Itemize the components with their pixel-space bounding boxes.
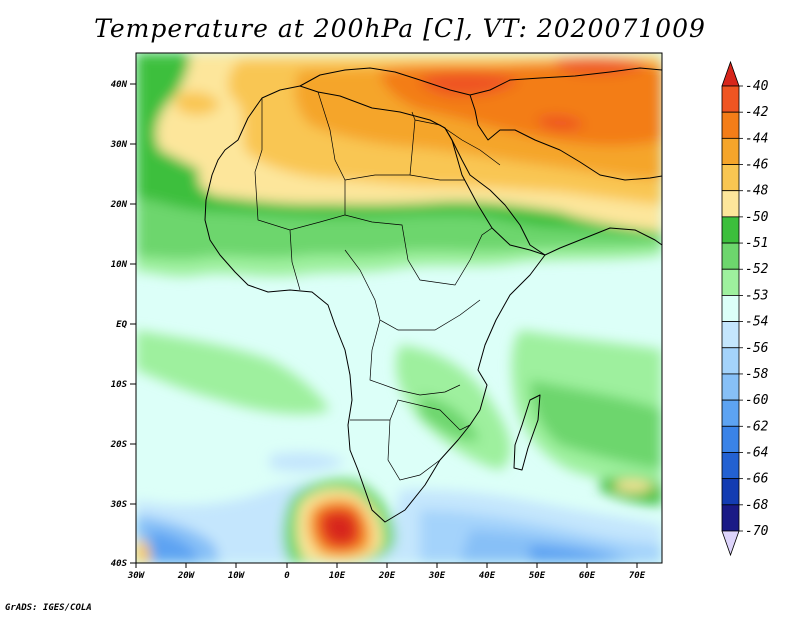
lon-label-70e: 70E [629,571,646,581]
lon-label-50e: 50E [529,571,546,581]
colorbar-swatch [721,452,740,480]
lon-label-20w: 20W [177,571,196,581]
arabia-coastline [444,127,662,256]
colorbar-label: -40 [745,79,769,94]
colorbar-bottom-arrow [721,530,740,557]
field-spot-southeast [615,479,655,492]
lat-label-eq: EQ [116,320,127,330]
colorbar-label: -64 [745,445,768,460]
colorbar-swatch [721,111,740,139]
colorbar-swatch [721,347,740,375]
colorbar-label: -42 [745,105,769,120]
field-band-56-mid [270,452,345,472]
coastlines [204,67,662,523]
latitude-axis: 40N 30N 20N 10N EQ 10S 20S 30S 40S [110,80,136,569]
lat-label-10n: 10N [111,260,128,270]
colorbar-label: -70 [745,524,769,539]
lat-label-40s: 40S [111,559,128,569]
colorbar-label: -46 [745,158,769,173]
colorbar-label: -60 [745,393,769,408]
lon-label-30e: 30E [428,571,446,581]
lon-label-10e: 10E [329,571,346,581]
colorbar-swatch [721,85,740,113]
map-frame [135,52,663,564]
field-blob-north-atlantic [176,91,220,116]
lon-label-20e: 20E [378,571,396,581]
colorbar-swatch [721,164,740,192]
lon-label-0: 0 [284,571,290,581]
colorbar-label: -56 [745,341,769,356]
colorbar-swatch [721,216,740,244]
lon-label-40e: 40E [479,571,496,581]
colorbar-swatch [721,242,740,270]
map-title: Temperature at 200hPa [C], VT: 202007100… [94,14,706,43]
field-band-42-a [420,72,520,97]
field-band-52-east [530,380,662,470]
colorbar-label: -68 [745,498,769,513]
lat-label-30n: 30N [110,140,128,150]
colorbar-label: -51 [745,236,768,251]
colorbar-label: -52 [745,262,769,277]
field-band-42-c [535,115,585,131]
colorbar-swatch [721,321,740,349]
field-anomaly-40 [323,512,356,544]
colorbar-label: -62 [745,419,769,434]
africa-coastline [204,85,546,523]
lon-label-10w: 10W [228,571,246,581]
country-borders [254,91,501,481]
lat-label-20s: 20S [110,440,128,450]
madagascar-coastline [513,394,541,471]
colorbar-swatch [721,504,740,532]
colorbar-label: -50 [745,210,769,225]
lon-label-60e: 60E [579,571,596,581]
field-band-53-west [136,330,330,415]
field-band-52-central [420,395,480,441]
colorbar-swatch [721,295,740,322]
colorbar-swatch [721,425,740,453]
colorbar-swatch [721,268,740,296]
colorbar-label: -58 [745,367,769,382]
border-west-africa [289,229,301,291]
border-south-central [350,399,471,431]
colorbar-swatch [721,399,740,427]
colorbar-label: -44 [745,131,768,146]
border-congo-basin [369,319,461,396]
lat-label-10s: 10S [111,380,128,390]
lat-label-30s: 30S [110,500,128,510]
border-southern-africa [387,419,441,481]
border-central-africa [344,249,481,331]
temperature-field [136,53,662,563]
border-egypt-sudan [409,174,465,181]
field-band-62-se [530,545,620,563]
middle-east-coast [469,94,662,181]
colorbar-label: -48 [745,184,769,199]
grads-credit: GrADS: IGES/COLA [5,603,92,613]
colorbar: -40 -42 -44 -46 -48 -50 -51 -52 -53 -54 -56 -58 -60 -… [721,60,769,557]
colorbar-swatch [721,373,740,401]
colorbar-swatch [721,137,740,165]
field-spot-southwest [136,539,151,563]
colorbar-swatch [721,190,740,218]
border-north-africa-east [414,119,501,166]
field-band-53-central [396,345,511,470]
lat-label-40n: 40N [111,80,128,90]
colorbar-top-arrow [721,60,740,87]
colorbar-label: -54 [745,315,768,330]
lat-label-20n: 20N [110,200,128,210]
field-band-62-sw [150,530,200,563]
colorbar-swatch [721,478,740,506]
colorbar-label: -66 [745,472,769,487]
longitude-axis: 30W 20W 10W 0 10E 20E 30E 40E 50E 60E 70… [127,563,646,581]
lon-label-30w: 30W [127,571,146,581]
colorbar-label: -53 [745,288,768,303]
border-sahel-east [344,214,493,286]
border-maghreb [254,91,346,231]
